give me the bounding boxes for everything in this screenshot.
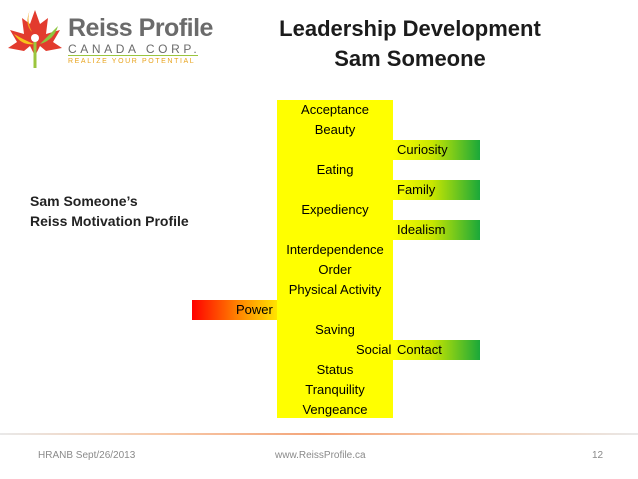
owner-line-1: Sam Someone’s [30, 193, 138, 209]
high-bar-idealism [393, 220, 480, 240]
motive-physical-activity: Physical Activity [288, 282, 382, 297]
low-bar-power [192, 300, 277, 320]
motive-contact: Contact [397, 342, 442, 357]
motive-beauty: Beauty [314, 122, 356, 137]
footer-divider [0, 433, 638, 435]
motive-tranquility: Tranquility [305, 382, 365, 397]
high-bar-social-contact [393, 340, 480, 360]
high-bar-family [393, 180, 480, 200]
maple-leaf-icon [8, 10, 62, 68]
company-logo: Reiss Profile CANADA CORP. REALIZE YOUR … [4, 4, 213, 78]
high-bar-curiosity [393, 140, 480, 160]
motive-family: Family [397, 182, 436, 197]
logo-divider [68, 55, 198, 56]
motive-status: Status [316, 362, 354, 377]
motive-acceptance: Acceptance [301, 102, 369, 117]
footer-date: HRANB Sept/26/2013 [38, 450, 136, 461]
motive-order: Order [318, 262, 352, 277]
motive-expediency: Expediency [301, 202, 369, 217]
motive-idealism: Idealism [397, 222, 446, 237]
motive-power: Power [236, 302, 273, 317]
motive-vengeance: Vengeance [302, 402, 368, 417]
profile-owner-label: Sam Someone’s Reiss Motivation Profile [30, 191, 189, 231]
motive-eating: Eating [316, 162, 354, 177]
motive-curiosity: Curiosity [397, 142, 448, 157]
logo-name: Reiss Profile [68, 14, 213, 42]
motive-saving: Saving [315, 322, 355, 337]
title-line-1: Leadership Development [279, 16, 541, 41]
slide-title: Leadership Development Sam Someone [240, 14, 580, 74]
title-line-2: Sam Someone [334, 46, 486, 71]
motive-social: Social [356, 342, 392, 357]
average-range-column [277, 100, 393, 418]
page-number: 12 [592, 450, 604, 461]
logo-subtitle: CANADA CORP. [68, 42, 201, 56]
motive-interdependence: Interdependence [286, 242, 384, 257]
owner-line-2: Reiss Motivation Profile [30, 213, 189, 229]
logo-tagline: REALIZE YOUR POTENTIAL [68, 58, 196, 65]
footer-website: www.ReissProfile.ca [275, 450, 366, 461]
